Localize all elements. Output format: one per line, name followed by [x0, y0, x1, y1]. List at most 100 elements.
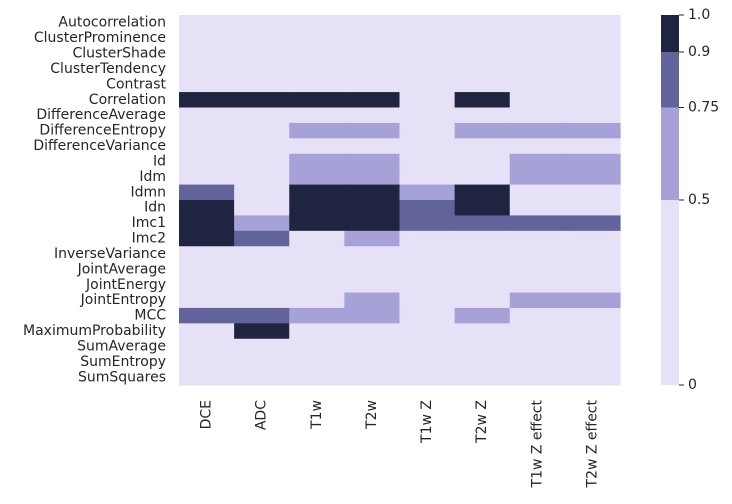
heatmap-cell: [564, 76, 621, 93]
heatmap-cell: [289, 92, 345, 109]
column-label: T2w Z: [474, 400, 490, 444]
heatmap-cell: [454, 107, 511, 124]
heatmap-cell: [399, 122, 456, 139]
heatmap-cell: [454, 246, 511, 263]
row-label: Contrast: [106, 76, 166, 92]
heatmap-cell: [509, 230, 566, 247]
row-label: Imc1: [132, 215, 166, 231]
heatmap-cell: [234, 354, 290, 371]
heatmap-cell: [289, 323, 345, 340]
heatmap-cell: [564, 153, 621, 170]
heatmap-cell: [344, 184, 401, 201]
heatmap-cell: [509, 261, 566, 278]
heatmap-cell: [179, 92, 235, 109]
heatmap-cell: [179, 107, 235, 124]
heatmap-cell: [399, 169, 456, 186]
heatmap-cell: [234, 122, 290, 139]
heatmap-cell: [179, 61, 235, 78]
heatmap-cell: [509, 277, 566, 294]
heatmap-cell: [289, 122, 345, 139]
column-label: DCE: [199, 400, 215, 429]
heatmap-cell: [454, 122, 511, 139]
heatmap-cell: [399, 92, 456, 109]
heatmap-cell: [564, 277, 621, 294]
heatmap-cell: [289, 76, 345, 93]
heatmap-cell: [179, 215, 235, 232]
heatmap-cell: [509, 338, 566, 355]
heatmap-cell: [344, 354, 401, 371]
heatmap-cell: [179, 338, 235, 355]
heatmap-cells: [179, 15, 621, 386]
heatmap-cell: [234, 15, 290, 32]
heatmap-cell: [454, 184, 511, 201]
heatmap-cell: [289, 215, 345, 232]
heatmap-cell: [399, 184, 456, 201]
heatmap-cell: [564, 61, 621, 78]
column-label: T2w: [364, 400, 380, 430]
heatmap-cell: [234, 215, 290, 232]
heatmap-cell: [234, 61, 290, 78]
heatmap-cell: [564, 107, 621, 124]
heatmap-cell: [234, 153, 290, 170]
heatmap-cell: [179, 30, 235, 47]
heatmap-cell: [289, 246, 345, 263]
heatmap-cell: [564, 261, 621, 278]
heatmap-cell: [234, 261, 290, 278]
heatmap-cell: [564, 138, 621, 155]
heatmap-cell: [564, 354, 621, 371]
heatmap-cell: [564, 292, 621, 309]
heatmap-cell: [289, 230, 345, 247]
heatmap-cell: [454, 169, 511, 186]
heatmap-cell: [289, 200, 345, 217]
row-label: InverseVariance: [54, 246, 166, 262]
heatmap-cell: [509, 15, 566, 32]
heatmap-cell: [234, 76, 290, 93]
heatmap-cell: [509, 307, 566, 324]
heatmap-cell: [179, 138, 235, 155]
heatmap-cell: [509, 153, 566, 170]
heatmap-cell: [344, 200, 401, 217]
heatmap-cell: [179, 15, 235, 32]
heatmap-cell: [289, 15, 345, 32]
heatmap-cell: [454, 15, 511, 32]
heatmap-cell: [564, 369, 621, 386]
heatmap-cell: [399, 369, 456, 386]
row-label: Idmn: [130, 184, 166, 200]
heatmap-cell: [179, 153, 235, 170]
heatmap-cell: [289, 107, 345, 124]
row-label: SumAverage: [77, 338, 166, 354]
heatmap-cell: [344, 338, 401, 355]
heatmap-cell: [344, 215, 401, 232]
heatmap-cell: [234, 246, 290, 263]
colorbar-tick-label: 0.75: [688, 100, 719, 116]
colorbar-segment: [661, 52, 679, 108]
colorbar-segment: [661, 107, 679, 200]
heatmap-cell: [179, 261, 235, 278]
heatmap-cell: [399, 230, 456, 247]
heatmap-cell: [509, 354, 566, 371]
heatmap-cell: [564, 184, 621, 201]
heatmap-cell: [179, 184, 235, 201]
heatmap-cell: [289, 292, 345, 309]
colorbar-tick-label: 0.9: [688, 44, 710, 60]
heatmap-cell: [234, 107, 290, 124]
heatmap-cell: [234, 323, 290, 340]
heatmap-cell: [234, 184, 290, 201]
heatmap-cell: [454, 369, 511, 386]
heatmap-cell: [509, 30, 566, 47]
heatmap-cell: [344, 30, 401, 47]
heatmap-cell: [179, 169, 235, 186]
heatmap-cell: [509, 45, 566, 62]
row-label: Autocorrelation: [58, 15, 166, 31]
heatmap-cell: [399, 200, 456, 217]
heatmap-cell: [399, 138, 456, 155]
heatmap-cell: [454, 138, 511, 155]
heatmap-cell: [454, 76, 511, 93]
heatmap-cell: [179, 45, 235, 62]
heatmap-cell: [399, 292, 456, 309]
heatmap-cell: [399, 30, 456, 47]
heatmap-cell: [344, 153, 401, 170]
heatmap-cell: [399, 307, 456, 324]
heatmap-cell: [344, 107, 401, 124]
column-labels: DCE ADC T1w T2w T1w Z T2w Z T1w Z effect T2w Z …: [199, 399, 601, 488]
